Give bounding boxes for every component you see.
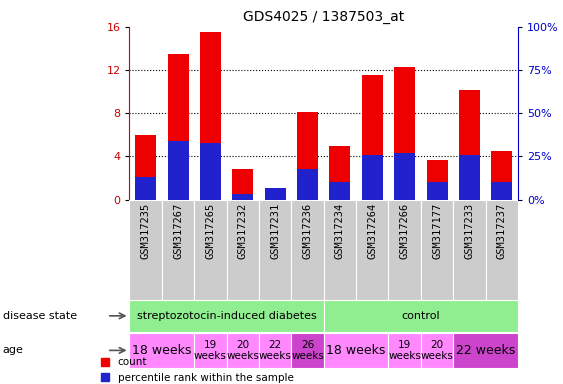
Bar [233, 195, 253, 200]
Bar [388, 333, 421, 368]
Bar [259, 200, 292, 300]
Text: disease state: disease state [3, 311, 77, 321]
Bar [292, 200, 324, 300]
Text: 22
weeks: 22 weeks [259, 339, 292, 361]
Text: streptozotocin-induced diabetes: streptozotocin-induced diabetes [137, 311, 316, 321]
Bar [324, 200, 356, 300]
Bar [200, 143, 221, 200]
Text: 20
weeks: 20 weeks [421, 339, 453, 361]
Bar [485, 200, 518, 300]
Text: GSM317231: GSM317231 [270, 203, 280, 259]
Text: GSM317266: GSM317266 [400, 203, 410, 259]
Bar [356, 200, 388, 300]
Bar [362, 76, 383, 200]
Text: 26
weeks: 26 weeks [291, 339, 324, 361]
Bar [135, 135, 156, 200]
Text: GSM317267: GSM317267 [173, 203, 183, 259]
Bar [329, 182, 350, 200]
Text: control: control [401, 311, 440, 321]
Text: GSM317236: GSM317236 [302, 203, 312, 259]
Bar [297, 169, 318, 200]
Bar [394, 67, 415, 200]
Text: 22 weeks: 22 weeks [456, 344, 515, 357]
Bar [421, 200, 453, 300]
Bar [491, 182, 512, 200]
Bar [129, 200, 162, 300]
Text: GSM317264: GSM317264 [367, 203, 377, 259]
Text: GSM317235: GSM317235 [141, 203, 151, 259]
Text: age: age [3, 345, 24, 356]
Bar [459, 89, 480, 200]
Text: GSM317265: GSM317265 [205, 203, 216, 259]
Bar [324, 300, 518, 331]
Bar [233, 169, 253, 200]
Bar [453, 200, 485, 300]
Bar [459, 155, 480, 200]
Bar [226, 200, 259, 300]
Bar [292, 333, 324, 368]
Bar [194, 200, 226, 300]
Bar [491, 151, 512, 200]
Bar [329, 146, 350, 200]
Bar [168, 54, 189, 200]
Text: GSM317233: GSM317233 [464, 203, 475, 259]
Bar [265, 198, 285, 200]
Bar [362, 155, 383, 200]
Bar [427, 160, 448, 200]
Bar [129, 333, 194, 368]
Text: GSM317177: GSM317177 [432, 203, 442, 259]
Bar [194, 333, 226, 368]
Bar [226, 333, 259, 368]
Text: 19
weeks: 19 weeks [388, 339, 421, 361]
Text: 20
weeks: 20 weeks [226, 339, 259, 361]
Bar [297, 112, 318, 200]
Bar [427, 182, 448, 200]
Legend: count, percentile rank within the sample: count, percentile rank within the sample [101, 358, 293, 382]
Text: GSM317234: GSM317234 [335, 203, 345, 259]
Text: GSM317232: GSM317232 [238, 203, 248, 259]
Bar [265, 188, 285, 200]
Bar [394, 153, 415, 200]
Text: 19
weeks: 19 weeks [194, 339, 227, 361]
Bar [162, 200, 194, 300]
Bar [168, 141, 189, 200]
Text: GSM317237: GSM317237 [497, 203, 507, 259]
Title: GDS4025 / 1387503_at: GDS4025 / 1387503_at [243, 10, 404, 25]
Bar [200, 32, 221, 200]
Text: 18 weeks: 18 weeks [327, 344, 386, 357]
Bar [453, 333, 518, 368]
Bar [259, 333, 292, 368]
Bar [324, 333, 388, 368]
Bar [135, 177, 156, 200]
Bar [421, 333, 453, 368]
Bar [129, 300, 324, 331]
Text: 18 weeks: 18 weeks [132, 344, 191, 357]
Bar [388, 200, 421, 300]
